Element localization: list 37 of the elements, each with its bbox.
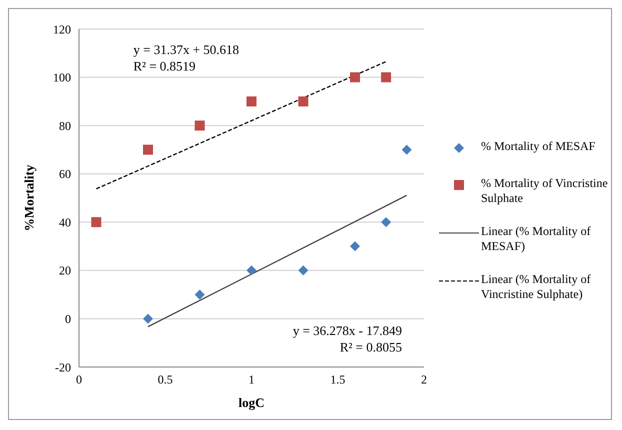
- point: [246, 96, 256, 106]
- point: [381, 72, 392, 82]
- y-tick-label: -20: [55, 360, 71, 374]
- y-tick-label: 40: [59, 215, 71, 230]
- y-tick-label: 0: [65, 312, 71, 326]
- legend-label: % Mortality of MESAF: [481, 139, 596, 154]
- x-tick-label: 0: [76, 372, 82, 387]
- point: [381, 217, 392, 228]
- x-tick-label: 2: [421, 372, 427, 387]
- legend-label: % Mortality of Vincristine Sulphate: [481, 176, 609, 206]
- legend-label: Linear (% Mortality of MESAF): [481, 224, 592, 254]
- point: [143, 144, 153, 155]
- y-tick-label: 120: [53, 22, 71, 36]
- x-tick-label: 1.5: [330, 372, 346, 387]
- point: [246, 265, 256, 276]
- y-tick-label: 100: [53, 70, 71, 85]
- point: [194, 120, 205, 131]
- point: [402, 144, 412, 155]
- point: [298, 96, 308, 106]
- y-axis-title: %Mortality: [22, 164, 37, 232]
- x-tick-label: 0.5: [158, 372, 173, 387]
- y-tick-label: 80: [59, 118, 71, 133]
- x-tick-label: 1: [248, 372, 254, 387]
- y-tick-label: 60: [59, 167, 71, 182]
- y-tick-label: 20: [59, 264, 71, 278]
- point: [350, 241, 360, 252]
- point: [298, 265, 308, 276]
- point: [194, 290, 205, 300]
- point: [143, 314, 153, 324]
- annotation: y = 31.37x + 50.618: [133, 42, 240, 57]
- annotation: R² = 0.8055: [340, 340, 402, 355]
- annotation: R² = 0.8519: [133, 58, 196, 74]
- legend-label: Linear (% Mortality of Vincristine Sulphate): [481, 272, 592, 302]
- x-axis-title: logC: [238, 395, 264, 410]
- point: [91, 217, 102, 228]
- annotation: y = 36.278x - 17.849: [292, 323, 402, 338]
- point: [350, 72, 360, 82]
